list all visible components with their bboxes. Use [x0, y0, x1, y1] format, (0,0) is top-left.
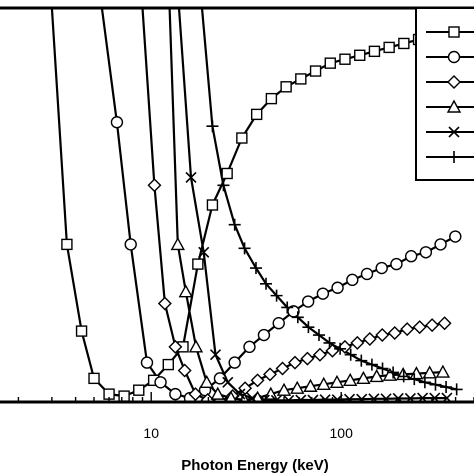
- series-square-point: [62, 239, 72, 249]
- series-square-point: [252, 109, 262, 119]
- series-diamond-point: [179, 364, 191, 376]
- series-square-point: [266, 94, 276, 104]
- legend-marker-square: [449, 27, 459, 37]
- series-circle-point: [141, 357, 152, 368]
- series-circle-point: [332, 282, 343, 293]
- series-circle-point: [376, 263, 387, 274]
- series-square-point: [340, 54, 350, 64]
- series-plus-point: [429, 379, 441, 391]
- series-diamond-point: [414, 321, 426, 333]
- series-triangle-point: [190, 341, 202, 352]
- series-plus-point: [440, 381, 452, 393]
- series-diamond-point: [439, 317, 451, 329]
- series-plus-point: [398, 370, 410, 382]
- series-diamond-point: [314, 349, 326, 361]
- series-diamond-point: [264, 368, 276, 380]
- series-diamond-point: [389, 327, 401, 339]
- series-square-point: [222, 168, 232, 178]
- series-diamond-point: [148, 179, 160, 191]
- legend: [416, 8, 474, 180]
- series-square-line: [52, 8, 448, 396]
- series-square-point: [119, 391, 129, 401]
- series-circle-point: [347, 274, 358, 285]
- series-square-point: [311, 66, 321, 76]
- axes: [0, 8, 474, 402]
- series-diamond-point: [301, 353, 313, 365]
- series-circle-point: [303, 296, 314, 307]
- x-tick-label: 10: [143, 425, 159, 441]
- series-diamond-point: [252, 374, 264, 386]
- series-diamond-point: [401, 323, 413, 335]
- series-square-point: [384, 42, 394, 52]
- series-plus-point: [451, 383, 463, 395]
- series-circle-point: [361, 268, 372, 279]
- series-diamond-point: [376, 329, 388, 341]
- series-square-point: [77, 326, 87, 336]
- series-triangle-point: [172, 238, 184, 249]
- series-square-point: [207, 200, 217, 210]
- series-square-point: [237, 133, 247, 143]
- series-square-point: [89, 373, 99, 383]
- series-circle-point: [111, 117, 122, 128]
- series-plus-point: [206, 120, 218, 132]
- x-tick-label: 100: [330, 425, 354, 441]
- series-circle-point: [155, 377, 166, 388]
- series-circle-point: [450, 231, 461, 242]
- x-axis-label: Photon Energy (keV): [181, 457, 329, 474]
- series-circle-point: [435, 239, 446, 250]
- series-diamond-point: [277, 363, 289, 375]
- series-circle-point: [229, 357, 240, 368]
- series-square-point: [193, 259, 203, 269]
- series-diamond-point: [351, 337, 363, 349]
- curve-group: [52, 8, 457, 401]
- series-square-point: [325, 58, 335, 68]
- series-square-point: [369, 46, 379, 56]
- series-square-point: [399, 38, 409, 48]
- series-square-point: [296, 74, 306, 84]
- series-square-point: [163, 360, 173, 370]
- series-plus-point: [250, 262, 262, 274]
- series-plus-point: [229, 219, 241, 231]
- series-plus-point: [239, 242, 251, 254]
- series-square-point: [134, 385, 144, 395]
- legend-box: [416, 8, 474, 180]
- series-triangle-point: [180, 286, 192, 297]
- series-circle-point: [258, 330, 269, 341]
- series-circle-point: [244, 341, 255, 352]
- series-circle-point: [125, 239, 136, 250]
- series-circle-point: [273, 318, 284, 329]
- series-diamond-point: [426, 319, 438, 331]
- series-diamond-point: [364, 333, 376, 345]
- series-plus-point: [366, 359, 378, 371]
- series-plus-point: [355, 355, 367, 367]
- series-diamond-point: [159, 298, 171, 310]
- series-circle-point: [170, 389, 181, 400]
- series-circle-point: [420, 247, 431, 258]
- series-diamond-point: [289, 357, 301, 369]
- series-triangle-point: [201, 376, 213, 387]
- series-circle-point: [391, 259, 402, 270]
- series-circle-point: [406, 251, 417, 262]
- series-square-point: [281, 82, 291, 92]
- legend-marker-circle: [449, 52, 460, 63]
- series-circle-point: [317, 288, 328, 299]
- marker-group: [62, 27, 463, 407]
- series-square-point: [355, 50, 365, 60]
